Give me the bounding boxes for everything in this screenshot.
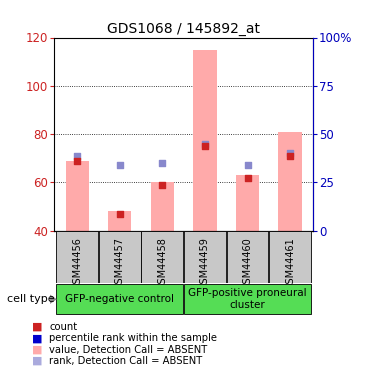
Point: [74, 153, 80, 159]
Point: [202, 141, 208, 147]
Bar: [56, 231, 98, 283]
Bar: [269, 231, 311, 283]
Text: ■: ■: [32, 345, 42, 354]
Point: [287, 153, 293, 159]
Text: GSM44461: GSM44461: [285, 237, 295, 290]
Text: GSM44460: GSM44460: [243, 237, 253, 290]
Text: ■: ■: [32, 333, 42, 343]
Bar: [236, 175, 259, 231]
Point: [244, 174, 250, 180]
Point: [202, 143, 208, 149]
Point: [160, 160, 165, 166]
Text: percentile rank within the sample: percentile rank within the sample: [49, 333, 217, 343]
Text: GSM44456: GSM44456: [72, 237, 82, 290]
Text: GSM44459: GSM44459: [200, 237, 210, 290]
Text: GSM44458: GSM44458: [157, 237, 167, 290]
Text: GFP-positive proneural
cluster: GFP-positive proneural cluster: [188, 288, 307, 310]
Title: GDS1068 / 145892_at: GDS1068 / 145892_at: [107, 22, 260, 36]
Bar: [193, 50, 217, 231]
Point: [117, 162, 123, 168]
Bar: [56, 284, 183, 314]
Text: rank, Detection Call = ABSENT: rank, Detection Call = ABSENT: [49, 356, 203, 366]
Polygon shape: [50, 295, 57, 304]
Bar: [66, 160, 89, 231]
Point: [160, 182, 165, 188]
Text: GFP-negative control: GFP-negative control: [65, 294, 174, 304]
Bar: [99, 231, 141, 283]
Bar: [108, 211, 131, 231]
Point: [287, 150, 293, 156]
Text: GSM44457: GSM44457: [115, 237, 125, 290]
Text: count: count: [49, 322, 78, 332]
Bar: [184, 284, 311, 314]
Point: [117, 211, 123, 217]
Point: [244, 162, 250, 168]
Point: [74, 158, 80, 164]
Text: ■: ■: [32, 356, 42, 366]
Text: cell type: cell type: [7, 294, 55, 304]
Bar: [151, 182, 174, 231]
Text: value, Detection Call = ABSENT: value, Detection Call = ABSENT: [49, 345, 208, 354]
Bar: [141, 231, 183, 283]
Bar: [278, 132, 302, 231]
Bar: [184, 231, 226, 283]
Text: ■: ■: [32, 322, 42, 332]
Bar: [227, 231, 268, 283]
